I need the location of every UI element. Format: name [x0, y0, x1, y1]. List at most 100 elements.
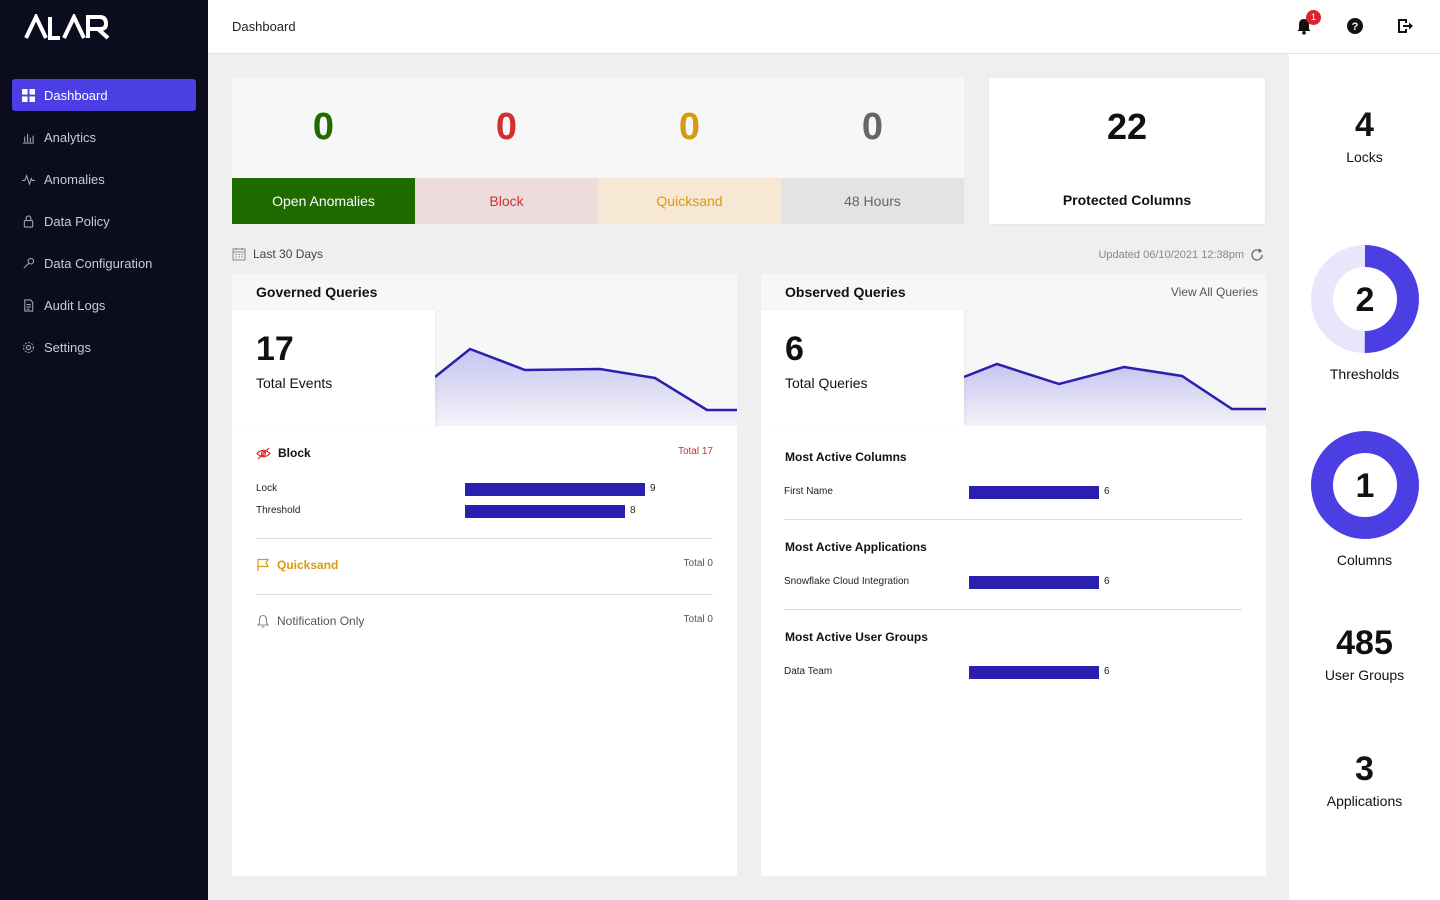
- tile-label-quicksand[interactable]: Quicksand: [598, 178, 781, 224]
- logout-button[interactable]: [1396, 17, 1416, 37]
- bar-row-data-team: Data Team 6: [784, 666, 1241, 680]
- card-header: Observed Queries View All Queries: [761, 274, 1266, 310]
- notification-total: Total 0: [683, 614, 713, 625]
- protected-columns-label: Protected Columns: [1062, 192, 1192, 208]
- sidebar-item-settings[interactable]: Settings: [12, 331, 196, 363]
- total-events-label: Total Events: [256, 375, 333, 391]
- date-range-label: Last 30 Days: [253, 247, 324, 261]
- sidebar-item-label: Analytics: [44, 129, 97, 145]
- updated-label: Updated 06/10/2021 12:38pm: [1098, 249, 1244, 261]
- tile-quicksand: 0 Quicksand: [598, 78, 781, 224]
- sidebar-item-label: Dashboard: [44, 87, 108, 103]
- governed-queries-card: Governed Queries 17 Total Events Block T…: [232, 274, 737, 876]
- card-title: Governed Queries: [232, 274, 737, 310]
- bar-label: Data Team: [784, 666, 833, 677]
- bar-first-name: [969, 486, 1099, 499]
- calendar-icon: [232, 248, 246, 261]
- sidebar-item-data-policy[interactable]: Data Policy: [12, 205, 196, 237]
- sidebar: Dashboard Analytics Anomalies Data Polic…: [0, 0, 208, 900]
- bar-value: 6: [1104, 486, 1110, 497]
- applications-value: 3: [1355, 750, 1374, 788]
- sidebar-item-data-configuration[interactable]: Data Configuration: [12, 247, 196, 279]
- tile-label-48-hours[interactable]: 48 Hours: [781, 178, 964, 224]
- observed-queries-card: Observed Queries View All Queries 6 Tota…: [761, 274, 1266, 876]
- tile-value: 0: [312, 106, 335, 148]
- divider: [784, 519, 1242, 520]
- pulse-icon: [21, 172, 35, 186]
- section-title: Most Active User Groups: [785, 630, 928, 644]
- eye-off-icon: [256, 447, 271, 459]
- bar-row-first-name: First Name 6: [784, 486, 1241, 500]
- total-queries-value: 6: [785, 330, 804, 368]
- bar-value: 6: [1104, 576, 1110, 587]
- observed-summary: 6 Total Queries: [761, 310, 1266, 426]
- bar-data-team: [969, 666, 1099, 679]
- bar-label: Threshold: [256, 505, 301, 516]
- columns-value: 1: [1356, 467, 1375, 505]
- sidebar-item-dashboard[interactable]: Dashboard: [12, 79, 196, 111]
- refresh-icon[interactable]: [1250, 248, 1264, 262]
- bar-label: Snowflake Cloud Integration: [784, 576, 910, 587]
- help-icon: ?: [1347, 18, 1363, 34]
- bar-label: Lock: [256, 483, 278, 494]
- bell-outline-icon: [256, 614, 270, 628]
- date-range[interactable]: Last 30 Days: [232, 247, 323, 261]
- alation-logo[interactable]: [24, 14, 110, 40]
- tile-label-block[interactable]: Block: [415, 178, 598, 224]
- columns-stat: Columns: [1289, 548, 1440, 568]
- quicksand-total: Total 0: [683, 558, 713, 569]
- help-button[interactable]: ?: [1346, 17, 1366, 37]
- user-groups-value: 485: [1336, 624, 1393, 662]
- columns-donut: 1: [1311, 431, 1419, 539]
- divider: [256, 594, 713, 595]
- most-active-columns-section: Most Active Columns: [785, 450, 1242, 464]
- tile-value: 0: [678, 106, 701, 148]
- tile-value: 0: [861, 106, 884, 148]
- sidebar-item-label: Settings: [44, 339, 91, 355]
- user-groups-stat: 485 User Groups: [1289, 624, 1440, 683]
- tile-48-hours: 0 48 Hours: [781, 78, 964, 224]
- block-title: Block: [256, 446, 713, 460]
- bar-snowflake: [969, 576, 1099, 589]
- sidebar-item-label: Audit Logs: [44, 297, 106, 313]
- divider: [256, 538, 713, 539]
- sidebar-nav: Dashboard Analytics Anomalies Data Polic…: [12, 79, 196, 373]
- applications-stat: 3 Applications: [1289, 750, 1440, 809]
- notification-title-label: Notification Only: [277, 614, 365, 628]
- sidebar-item-analytics[interactable]: Analytics: [12, 121, 196, 153]
- most-active-applications-section: Most Active Applications: [785, 540, 1242, 554]
- user-groups-label: User Groups: [1324, 667, 1405, 683]
- protected-columns-card: 22 Protected Columns: [989, 78, 1265, 224]
- bar-value: 6: [1104, 666, 1110, 677]
- notification-section: Notification Only Total 0: [256, 614, 713, 628]
- total-queries-label: Total Queries: [785, 375, 868, 391]
- total-events-value: 17: [256, 330, 294, 368]
- observed-sparkline: [964, 362, 1266, 426]
- tile-label-open-anomalies[interactable]: Open Anomalies: [232, 178, 415, 224]
- gear-icon: [21, 340, 35, 354]
- sidebar-item-label: Anomalies: [44, 171, 105, 187]
- sidebar-item-audit-logs[interactable]: Audit Logs: [12, 289, 196, 321]
- locks-label: Locks: [1346, 149, 1383, 165]
- logout-icon: [1398, 19, 1413, 33]
- governed-sparkline: [435, 347, 737, 426]
- thresholds-stat: Thresholds: [1289, 362, 1440, 382]
- governed-summary: 17 Total Events: [232, 310, 737, 426]
- bar-value: 8: [630, 505, 636, 516]
- section-title: Most Active Columns: [785, 450, 907, 464]
- sidebar-item-anomalies[interactable]: Anomalies: [12, 163, 196, 195]
- bar-row-snowflake: Snowflake Cloud Integration 6: [784, 576, 1241, 590]
- notifications-button[interactable]: 1: [1295, 10, 1321, 37]
- tile-value: 0: [495, 106, 518, 148]
- block-section: Block Total 17: [256, 446, 713, 460]
- notification-title: Notification Only: [256, 614, 713, 628]
- sidebar-item-label: Data Policy: [44, 213, 110, 229]
- observed-summary-box: 6 Total Queries: [761, 310, 964, 426]
- wrench-icon: [21, 256, 35, 270]
- columns-label: Columns: [1336, 552, 1393, 568]
- bar-chart-icon: [21, 130, 35, 144]
- summary-panel: 4 Locks 2 Thresholds 1 Columns 485 User …: [1289, 54, 1440, 900]
- bar-row-threshold: Threshold 8: [256, 505, 713, 519]
- view-all-queries-link[interactable]: View All Queries: [1170, 285, 1258, 299]
- lock-icon: [21, 214, 35, 228]
